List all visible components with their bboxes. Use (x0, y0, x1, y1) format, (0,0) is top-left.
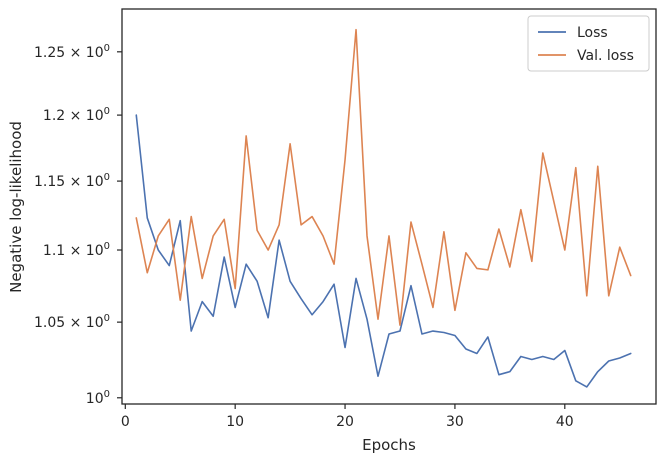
y-tick-label: 1.05 × 100 (34, 313, 110, 331)
y-tick-label: 1.2 × 100 (43, 106, 110, 124)
legend-box (527, 15, 650, 72)
x-tick-label: 30 (446, 414, 464, 430)
x-axis: 0 10 20 30 40 (121, 404, 574, 430)
y-tick-label: 100 (86, 389, 110, 407)
y-tick-label: 1.1 × 100 (43, 241, 110, 259)
series-line-loss (135, 114, 632, 388)
legend-label: Loss (577, 25, 608, 41)
y-tick-label: 1.15 × 100 (34, 172, 110, 190)
x-tick-label: 20 (336, 414, 354, 430)
y-tick-label: 1.25 × 100 (34, 43, 110, 61)
legend: Loss Val. loss (527, 15, 650, 72)
x-tick-label: 40 (556, 414, 574, 430)
series-line-val-loss (135, 28, 632, 326)
x-tick-label: 10 (226, 414, 244, 430)
plot-frame (121, 8, 657, 405)
x-tick-label: 0 (121, 414, 130, 430)
x-axis-label: Epochs (362, 436, 416, 454)
y-axis-label: Negative log-likelihood (7, 121, 25, 293)
series-layer (135, 28, 632, 388)
legend-label: Val. loss (577, 48, 634, 64)
y-axis: 100 1.05 × 100 1.1 × 100 1.15 × 100 1.2 × 10… (34, 43, 122, 407)
